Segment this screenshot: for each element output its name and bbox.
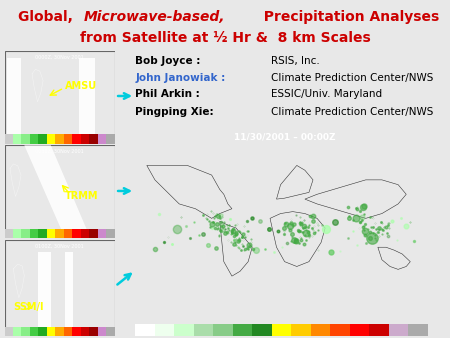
Text: 0000Z, 30Nov 2001: 0000Z, 30Nov 2001: [35, 54, 84, 59]
Polygon shape: [65, 251, 73, 329]
Text: Global,: Global,: [18, 9, 77, 24]
Polygon shape: [37, 251, 51, 329]
Text: John Janowiak :: John Janowiak :: [135, 73, 230, 83]
Text: Microwave-based,: Microwave-based,: [84, 9, 225, 24]
Text: Climate Prediction Center/NWS: Climate Prediction Center/NWS: [271, 107, 433, 117]
Bar: [408, 324, 428, 336]
Bar: [291, 324, 310, 336]
Bar: [233, 324, 252, 336]
Text: 11/30/2001 – 00:00Z: 11/30/2001 – 00:00Z: [234, 132, 335, 142]
Text: TRMM: TRMM: [65, 191, 99, 201]
Bar: [369, 324, 388, 336]
Text: ESSIC/Univ. Maryland: ESSIC/Univ. Maryland: [271, 90, 382, 99]
Bar: [388, 324, 408, 336]
Bar: [330, 324, 350, 336]
Text: Bob Joyce :: Bob Joyce :: [135, 56, 208, 66]
Bar: [174, 324, 194, 336]
Bar: [310, 324, 330, 336]
Polygon shape: [80, 58, 95, 136]
Polygon shape: [7, 58, 21, 136]
Text: 0100Z, 30Nov 2001: 0100Z, 30Nov 2001: [35, 244, 84, 249]
Text: from Satellite at ½ Hr &  8 km Scales: from Satellite at ½ Hr & 8 km Scales: [80, 31, 370, 45]
Text: AMSU: AMSU: [65, 81, 97, 91]
Text: Pingping Xie:: Pingping Xie:: [135, 107, 221, 117]
Bar: [194, 324, 213, 336]
Text: 0030Z, 30Nov 2001: 0030Z, 30Nov 2001: [35, 149, 84, 154]
Polygon shape: [24, 145, 90, 238]
Bar: [135, 324, 154, 336]
Text: Climate Prediction Center/NWS: Climate Prediction Center/NWS: [271, 73, 433, 83]
Bar: [213, 324, 233, 336]
Bar: [154, 324, 174, 336]
Text: Precipitation Analyses: Precipitation Analyses: [254, 9, 439, 24]
Bar: [350, 324, 369, 336]
Text: SSM/I: SSM/I: [14, 303, 44, 312]
Bar: [252, 324, 271, 336]
Bar: [271, 324, 291, 336]
Text: Phil Arkin :: Phil Arkin :: [135, 90, 207, 99]
Text: RSIS, Inc.: RSIS, Inc.: [271, 56, 320, 66]
